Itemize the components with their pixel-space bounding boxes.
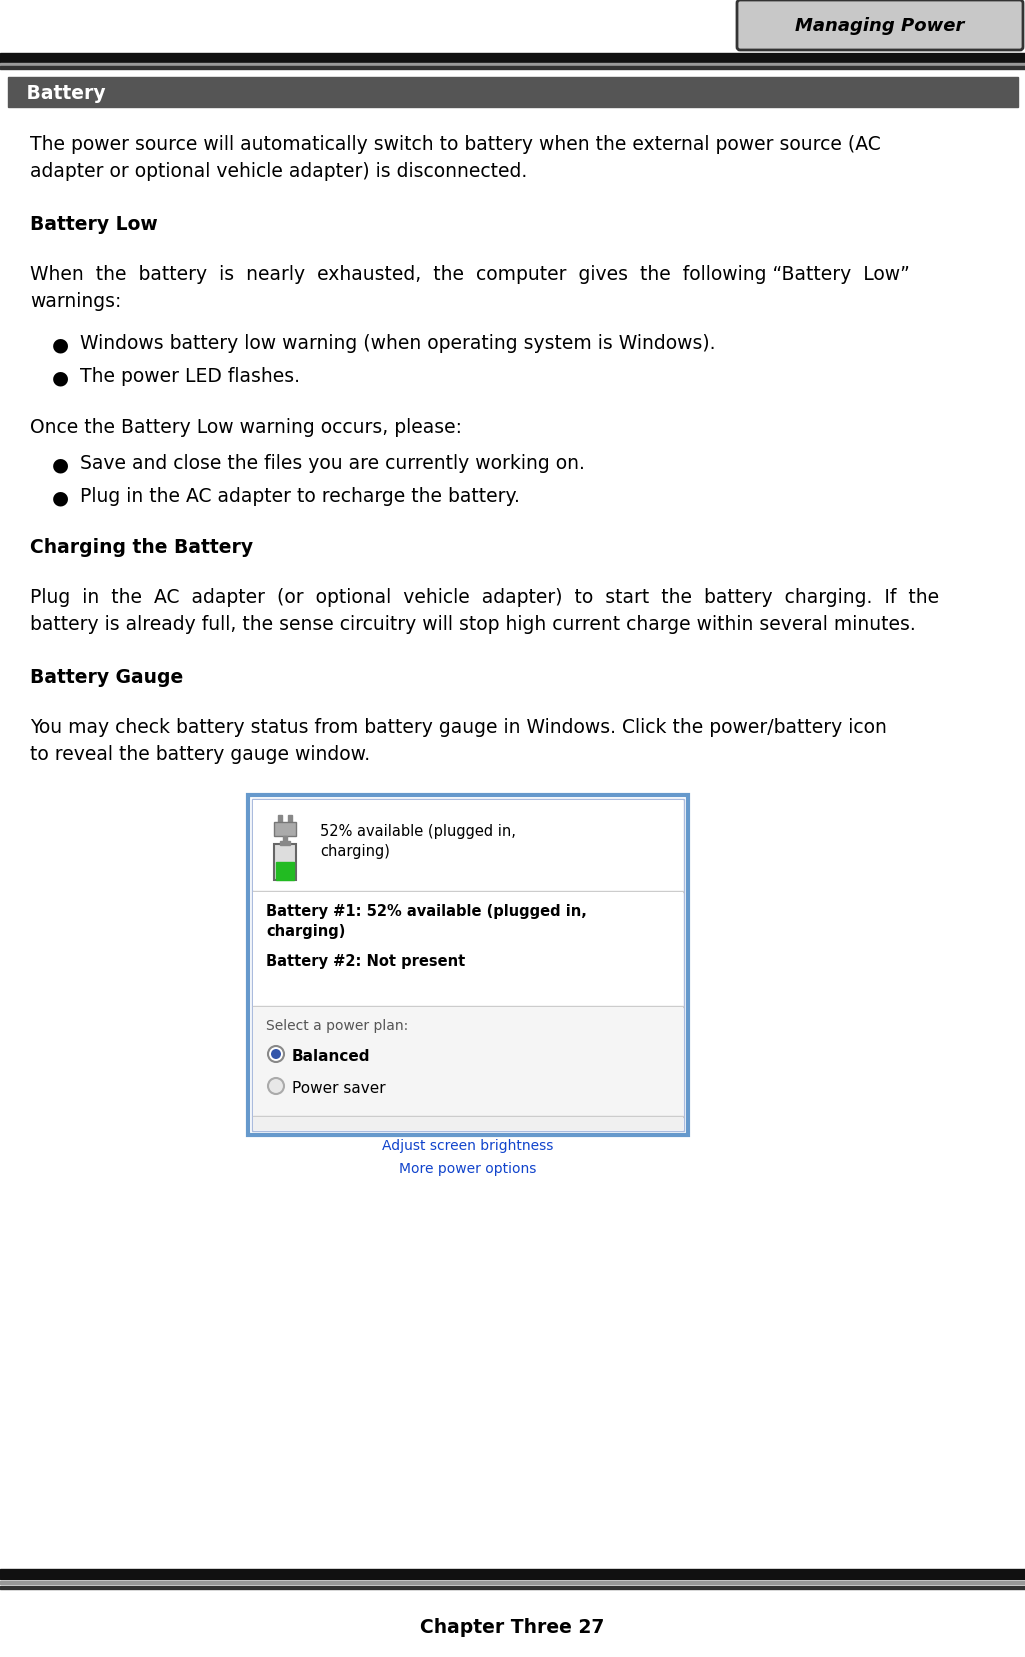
Bar: [253, 893, 683, 1007]
Bar: [253, 1007, 683, 1130]
Text: charging): charging): [320, 843, 390, 858]
Bar: [274, 822, 296, 837]
Text: Battery #1: 52% available (plugged in,: Battery #1: 52% available (plugged in,: [266, 903, 587, 918]
Text: Battery Low: Battery Low: [30, 215, 158, 234]
Text: adapter or optional vehicle adapter) is disconnected.: adapter or optional vehicle adapter) is …: [30, 162, 527, 181]
Text: Once the Battery Low warning occurs, please:: Once the Battery Low warning occurs, ple…: [30, 418, 462, 437]
Text: ●: ●: [52, 454, 69, 474]
Text: to reveal the battery gauge window.: to reveal the battery gauge window.: [30, 744, 370, 764]
Bar: [0, 66, 1025, 70]
Bar: [283, 837, 287, 845]
FancyBboxPatch shape: [737, 2, 1023, 51]
Bar: [253, 1117, 683, 1130]
Text: 52% available (plugged in,: 52% available (plugged in,: [320, 824, 516, 838]
Text: When  the  battery  is  nearly  exhausted,  the  computer  gives  the  following: When the battery is nearly exhausted, th…: [30, 265, 910, 283]
Text: Save and close the files you are currently working on.: Save and close the files you are current…: [80, 454, 585, 472]
Text: Managing Power: Managing Power: [795, 17, 965, 35]
Text: More power options: More power options: [400, 1162, 537, 1175]
Bar: [253, 800, 683, 890]
Bar: [278, 815, 282, 824]
Bar: [248, 795, 688, 1135]
Text: Plug in the AC adapter to recharge the battery.: Plug in the AC adapter to recharge the b…: [80, 487, 520, 505]
Text: Battery #2: Not present: Battery #2: Not present: [266, 953, 465, 968]
Text: ●: ●: [52, 335, 69, 355]
Text: The power LED flashes.: The power LED flashes.: [80, 366, 300, 386]
Text: Power saver: Power saver: [292, 1080, 385, 1095]
Bar: [274, 845, 296, 880]
Bar: [280, 842, 290, 845]
Text: Charging the Battery: Charging the Battery: [30, 537, 253, 557]
Bar: [0, 1586, 1025, 1589]
Circle shape: [271, 1049, 281, 1059]
Bar: [276, 863, 294, 880]
Text: Windows battery low warning (when operating system is Windows).: Windows battery low warning (when operat…: [80, 333, 715, 353]
Bar: [0, 55, 1025, 65]
Bar: [0, 65, 1025, 66]
Text: charging): charging): [266, 923, 345, 938]
Bar: [288, 815, 292, 824]
Bar: [0, 1569, 1025, 1579]
Text: ●: ●: [52, 487, 69, 507]
Circle shape: [268, 1046, 284, 1062]
Circle shape: [268, 1079, 284, 1094]
Text: warnings:: warnings:: [30, 292, 121, 312]
Text: You may check battery status from battery gauge in Windows. Click the power/batt: You may check battery status from batter…: [30, 717, 887, 737]
Text: ●: ●: [52, 368, 69, 386]
Text: Balanced: Balanced: [292, 1049, 370, 1064]
Bar: [252, 800, 684, 1132]
Bar: [8, 78, 1018, 108]
Text: The power source will automatically switch to battery when the external power so: The power source will automatically swit…: [30, 134, 880, 154]
Text: Battery: Battery: [20, 83, 106, 103]
Text: Select a power plan:: Select a power plan:: [266, 1019, 408, 1032]
Bar: [0, 1581, 1025, 1584]
Text: Adjust screen brightness: Adjust screen brightness: [382, 1138, 554, 1152]
Text: battery is already full, the sense circuitry will stop high current charge withi: battery is already full, the sense circu…: [30, 615, 915, 633]
Text: Chapter Three 27: Chapter Three 27: [420, 1617, 604, 1635]
Text: Battery Gauge: Battery Gauge: [30, 668, 183, 686]
Text: Plug  in  the  AC  adapter  (or  optional  vehicle  adapter)  to  start  the  ba: Plug in the AC adapter (or optional vehi…: [30, 588, 939, 606]
